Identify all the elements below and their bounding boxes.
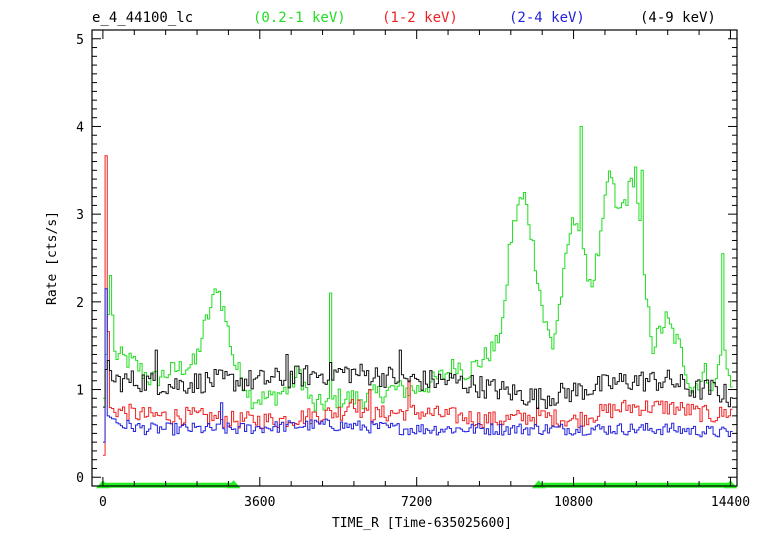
gti-interval-0	[102, 482, 234, 488]
series-line-0	[102, 125, 733, 412]
legend-series-1: (1-2 keV)	[382, 10, 458, 26]
x-tick-label-1: 3600	[244, 495, 275, 510]
series-line-2	[102, 288, 733, 443]
plot-area: 0 3600 7200 10800 14400 0 1 2 3 4 5	[76, 29, 750, 510]
y-tick-label-3: 3	[76, 208, 84, 223]
y-tick-label-1: 1	[76, 384, 84, 399]
y-tick-label-5: 5	[76, 33, 84, 48]
legend-series-0: (0.2-1 keV)	[253, 10, 346, 26]
x-axis-label: TIME_R [Time-635025600]	[332, 516, 512, 531]
legend-series-2: (2-4 keV)	[509, 10, 585, 26]
y-tick-label-4: 4	[76, 120, 84, 135]
plot-frame	[91, 29, 738, 487]
series-line-1	[102, 155, 733, 456]
x-tick-label-0: 0	[99, 495, 107, 510]
x-tick-label-2: 7200	[401, 495, 432, 510]
gti-interval-1	[538, 482, 731, 488]
series-line-3	[102, 349, 733, 410]
y-tick-label-2: 2	[76, 296, 84, 311]
x-tick-label-4: 14400	[711, 495, 750, 510]
y-tick-label-0: 0	[76, 471, 84, 486]
legend-series-3: (4-9 keV)	[640, 10, 716, 26]
chart-title: e_4_44100_lc	[92, 10, 193, 26]
x-tick-label-3: 10800	[554, 495, 593, 510]
y-axis-label: Rate [cts/s]	[45, 211, 60, 305]
